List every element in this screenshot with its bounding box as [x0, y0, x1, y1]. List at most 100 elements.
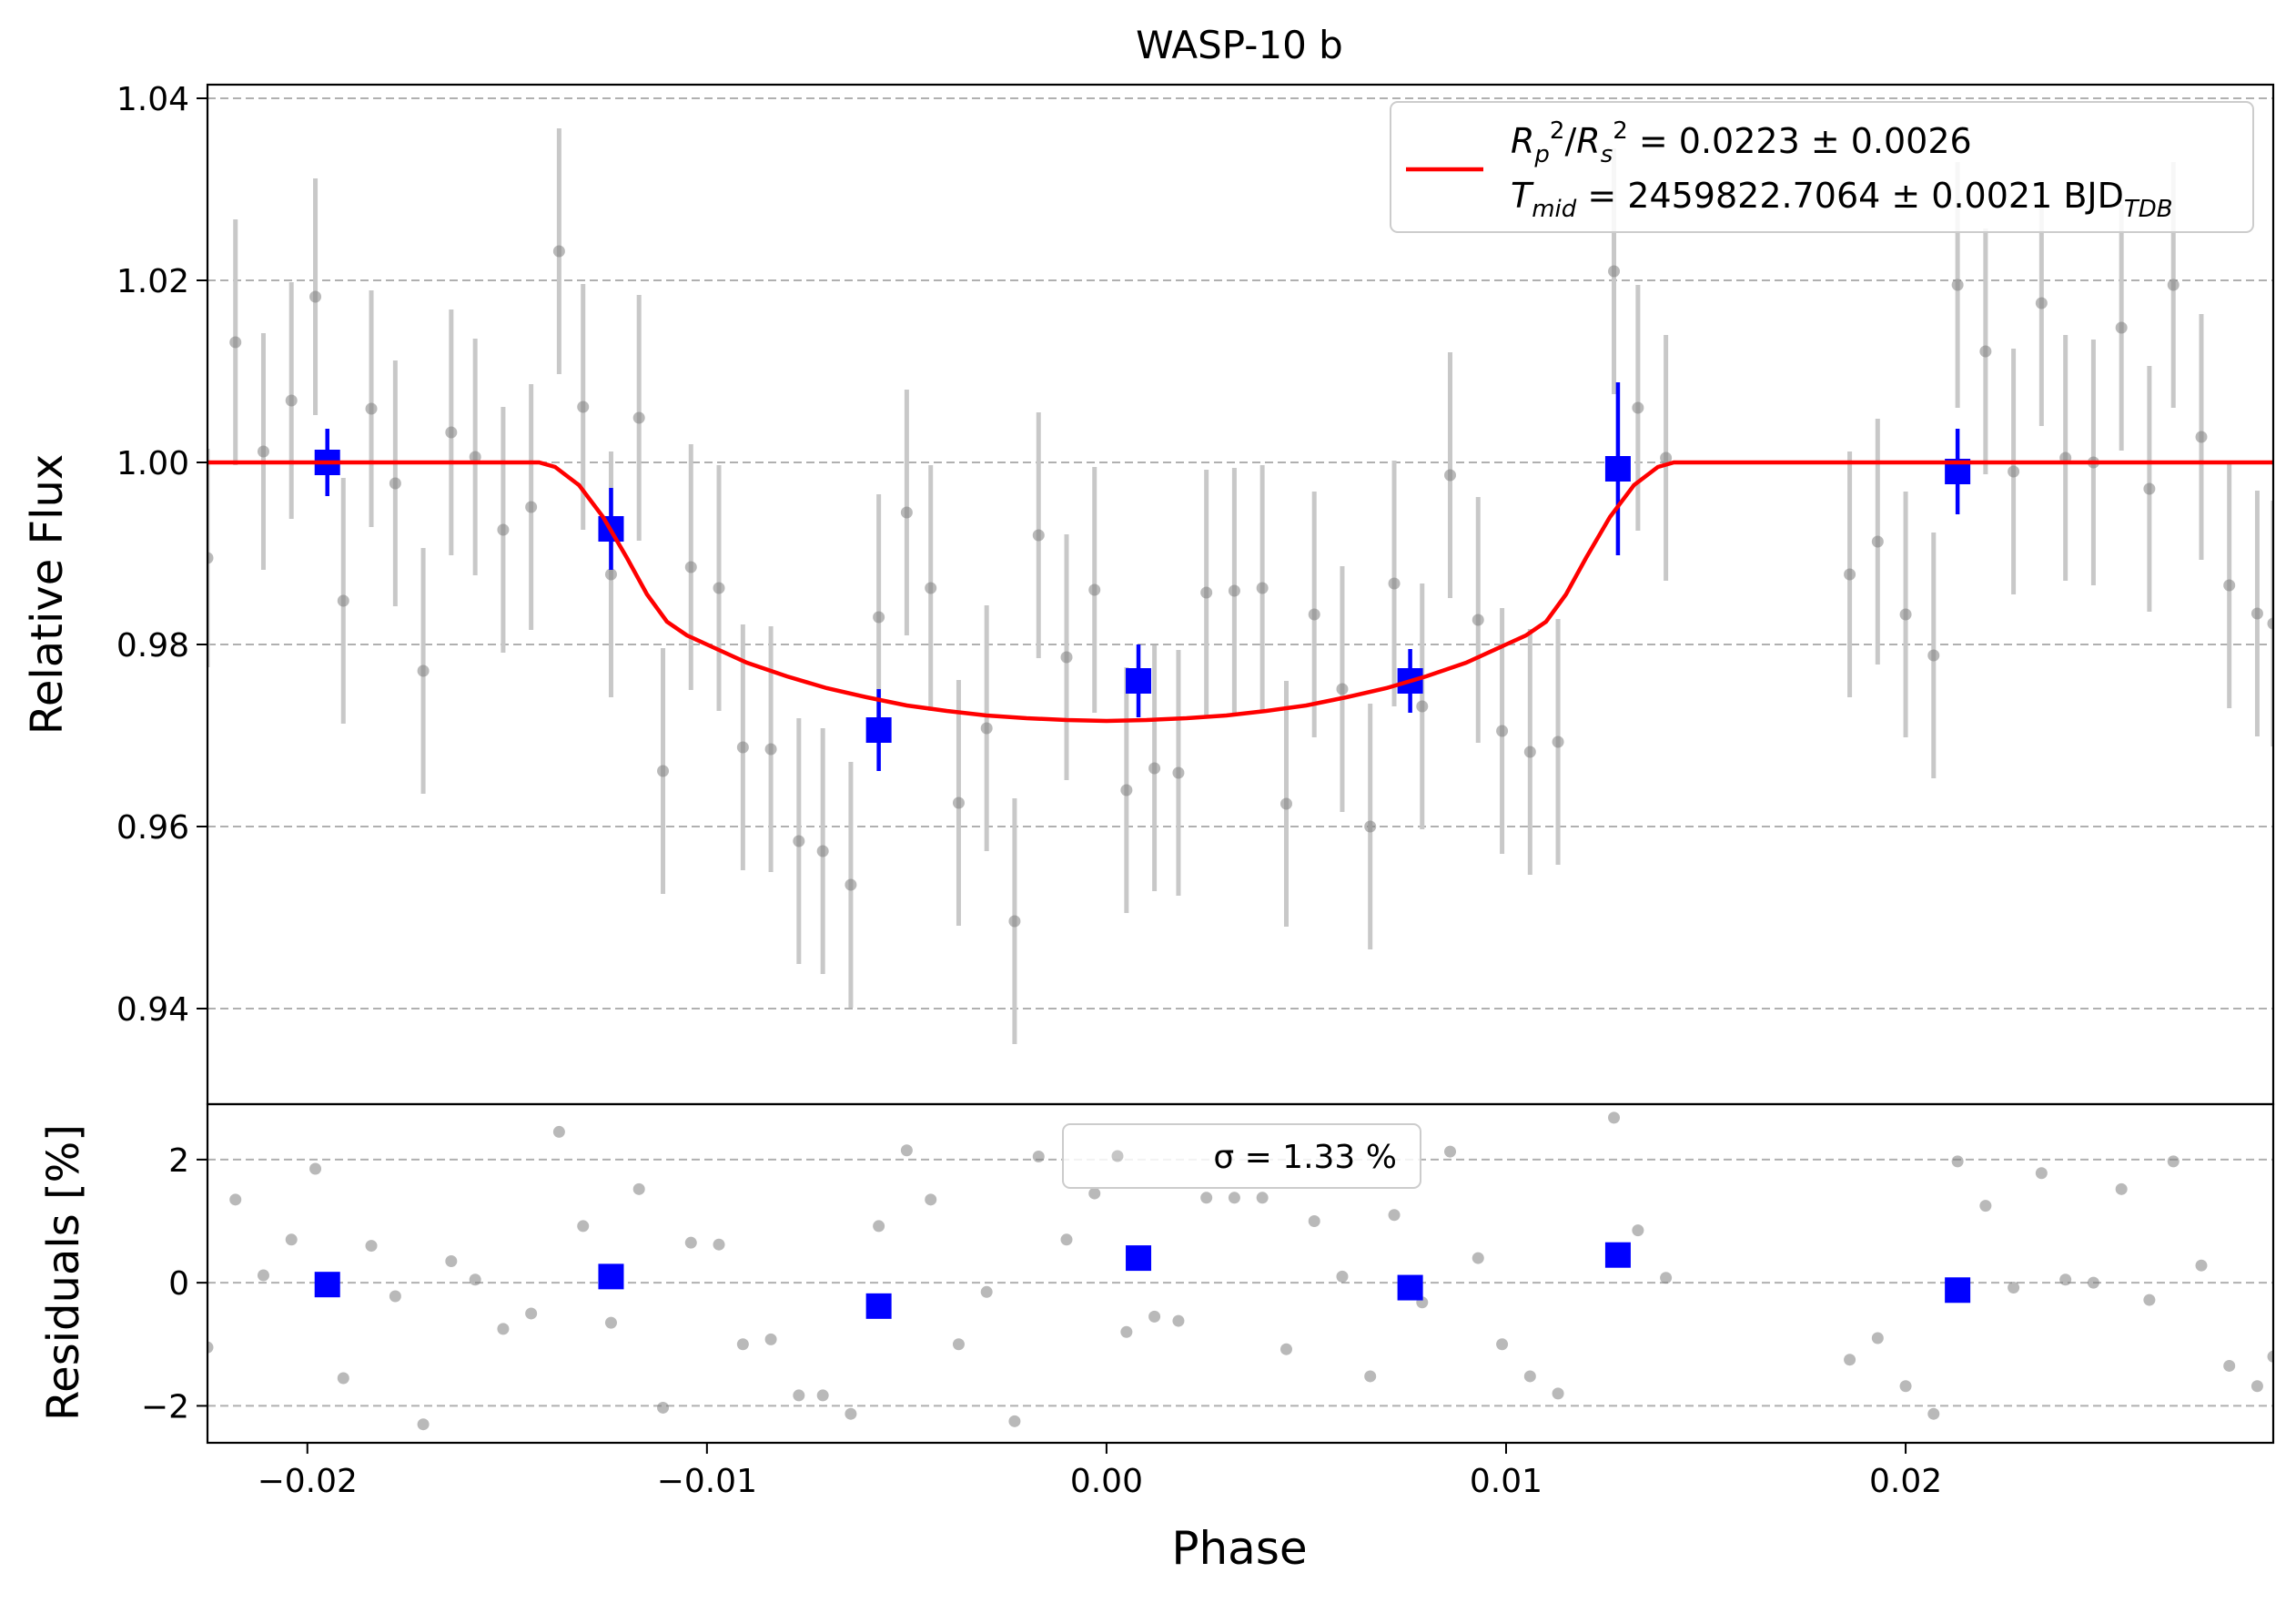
- flux-point: [1660, 451, 1673, 464]
- residual-point: [2223, 1359, 2236, 1372]
- flux-point: [1032, 529, 1045, 542]
- residual-point: [1871, 1332, 1884, 1344]
- binned-residual-point: [598, 1263, 624, 1290]
- residual-point: [793, 1389, 805, 1402]
- flux-point: [1172, 766, 1185, 779]
- binned-residual-point: [314, 1272, 340, 1298]
- flux-point: [1364, 820, 1377, 833]
- flux-point: [764, 743, 777, 756]
- residual-point: [845, 1407, 857, 1420]
- flux-y-axis-label: Relative Flux: [22, 454, 73, 736]
- flux-point: [736, 741, 749, 754]
- residual-point: [285, 1233, 298, 1246]
- residuals-y-tick-label: 0: [168, 1265, 189, 1303]
- flux-point: [469, 451, 481, 463]
- flux-point: [1979, 345, 1992, 358]
- legend-rp-rs-line: Rp2/Rs2 = 0.0223 ± 0.0026: [1511, 117, 1972, 168]
- flux-point: [207, 552, 214, 564]
- residual-point: [1388, 1209, 1401, 1222]
- sigma-legend-box: [1062, 1123, 1421, 1189]
- flux-point: [1951, 279, 1964, 291]
- flux-point: [1336, 683, 1349, 695]
- residual-point: [1228, 1192, 1240, 1204]
- flux-point: [1444, 469, 1457, 482]
- residual-point: [337, 1372, 349, 1385]
- flux-point: [1871, 535, 1884, 548]
- residual-point: [713, 1238, 725, 1251]
- residual-point: [1979, 1200, 1992, 1212]
- binned-residual-point: [865, 1293, 892, 1319]
- residual-point: [925, 1193, 937, 1206]
- flux-point: [873, 611, 885, 624]
- flux-point: [1256, 582, 1269, 594]
- phase-x-tick-label: 0.02: [1869, 1463, 1942, 1500]
- residual-point: [1496, 1338, 1509, 1351]
- flux-point: [2167, 279, 2180, 291]
- residual-point: [1279, 1343, 1292, 1355]
- residual-point: [577, 1220, 590, 1233]
- flux-point: [257, 445, 269, 458]
- residual-point: [2195, 1259, 2208, 1272]
- residuals-y-tick-label: 2: [168, 1142, 189, 1180]
- flux-point: [713, 582, 725, 594]
- residual-point: [1608, 1111, 1621, 1124]
- flux-point: [1496, 725, 1509, 737]
- residual-point: [900, 1144, 913, 1157]
- flux-point: [1388, 577, 1401, 590]
- flux-y-tick-label: 0.98: [116, 627, 189, 665]
- flux-point: [389, 477, 401, 490]
- flux-point: [1472, 614, 1484, 626]
- residual-point: [736, 1338, 749, 1351]
- residual-point: [632, 1182, 645, 1195]
- residual-point: [684, 1236, 697, 1249]
- sigma-legend-marker: [1111, 1150, 1124, 1162]
- flux-point: [2267, 617, 2273, 630]
- residual-point: [1927, 1407, 1940, 1420]
- residuals-y-ticks: −2 0 2: [141, 1142, 207, 1425]
- residual-point: [2035, 1167, 2048, 1180]
- flux-point: [309, 290, 322, 303]
- residual-point: [2167, 1155, 2180, 1168]
- residual-point: [2059, 1273, 2072, 1286]
- flux-point: [684, 561, 697, 573]
- sigma-legend-text: σ = 1.33 %: [1213, 1139, 1397, 1176]
- flux-axes-frame: [206, 83, 2275, 1106]
- flux-point: [845, 878, 857, 891]
- phase-x-tick-label: 0.01: [1470, 1463, 1542, 1500]
- residual-point: [952, 1338, 965, 1351]
- binned-residual-point: [1397, 1274, 1423, 1301]
- flux-point: [365, 402, 378, 415]
- residual-point: [417, 1418, 430, 1431]
- residual-point: [552, 1125, 565, 1138]
- residual-point: [980, 1285, 993, 1298]
- residuals-axes-frame: [206, 1102, 2275, 1445]
- flux-point: [1120, 784, 1133, 796]
- flux-point: [552, 245, 565, 258]
- residual-point: [2143, 1294, 2156, 1306]
- residual-point: [365, 1240, 378, 1253]
- residual-point: [207, 1341, 214, 1354]
- flux-point: [2115, 321, 2128, 334]
- flux-y-tick-label: 1.04: [116, 81, 189, 118]
- binned-point: [865, 717, 892, 743]
- flux-y-ticks: 0.94 0.96 0.98 1.00 1.02 1.04: [116, 81, 207, 1029]
- residual-point: [1256, 1192, 1269, 1204]
- flux-point: [900, 506, 913, 519]
- flux-point: [793, 835, 805, 847]
- residual-point: [497, 1323, 510, 1335]
- residual-point: [1308, 1215, 1320, 1228]
- residual-point: [1951, 1155, 1964, 1168]
- residual-point: [1172, 1314, 1185, 1327]
- binned-residual-point: [1604, 1242, 1631, 1268]
- chart-title: WASP-10 b: [1136, 23, 1343, 67]
- phase-x-tick-label: −0.01: [657, 1463, 757, 1500]
- flux-point: [337, 594, 349, 607]
- flux-point: [1008, 915, 1021, 928]
- residual-point: [1200, 1192, 1213, 1204]
- flux-point: [285, 394, 298, 407]
- flux-y-tick-label: 0.94: [116, 991, 189, 1029]
- residual-point: [1660, 1272, 1673, 1284]
- legend-box: [1390, 101, 2254, 233]
- residual-point: [469, 1273, 481, 1286]
